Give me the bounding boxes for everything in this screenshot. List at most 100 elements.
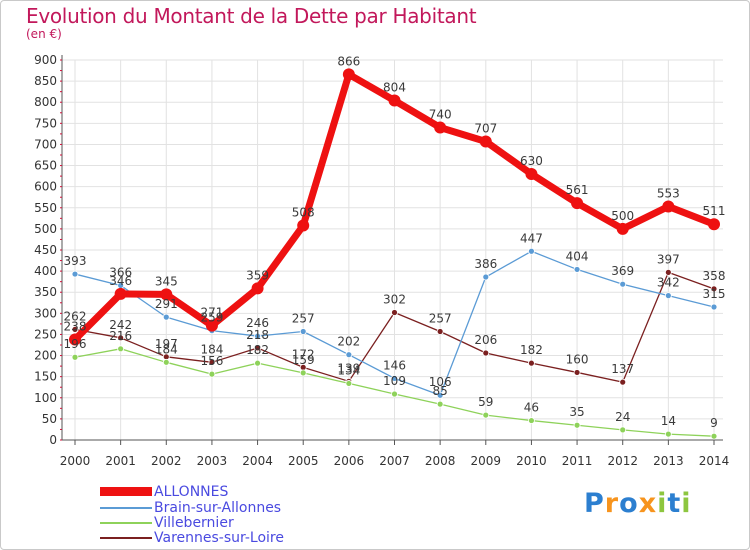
data-label-villebernier: 196 [64, 337, 87, 351]
legend-swatch-varennes-sur-loire [100, 537, 152, 539]
data-point-varennes-sur-loire [710, 285, 718, 293]
chart-title: Evolution du Montant de la Dette par Hab… [26, 4, 477, 28]
data-label-brain-sur-allonnes: 366 [109, 265, 132, 279]
data-label-varennes-sur-loire: 242 [109, 318, 132, 332]
x-tick-label: 2011 [562, 454, 593, 468]
data-point-allonnes [160, 288, 173, 301]
data-point-villebernier [436, 400, 444, 408]
data-label-varennes-sur-loire: 206 [474, 333, 497, 347]
data-point-varennes-sur-loire [71, 325, 79, 333]
data-point-brain-sur-allonnes [664, 292, 672, 300]
data-point-brain-sur-allonnes [710, 303, 718, 311]
data-label-brain-sur-allonnes: 291 [155, 297, 178, 311]
logo-letter: o [619, 488, 639, 519]
data-point-varennes-sur-loire [254, 344, 261, 352]
y-tick-label: 300 [34, 306, 57, 320]
legend-label-allonnes: ALLONNES [154, 484, 229, 500]
legend-label-villebernier: Villebernier [154, 515, 234, 531]
data-point-villebernier [71, 353, 79, 361]
data-label-brain-sur-allonnes: 106 [429, 375, 452, 389]
x-tick-label: 2007 [379, 454, 410, 468]
data-label-varennes-sur-loire: 302 [383, 292, 406, 306]
data-label-villebernier: 14 [661, 414, 676, 428]
data-label-allonnes: 630 [520, 154, 543, 168]
data-point-villebernier [528, 417, 535, 424]
data-point-allonnes [708, 218, 720, 231]
data-point-varennes-sur-loire [619, 378, 627, 386]
x-tick-label: 2013 [653, 454, 684, 468]
x-tick-label: 2005 [288, 454, 319, 468]
data-label-villebernier: 59 [478, 395, 493, 409]
data-label-allonnes: 500 [611, 209, 634, 223]
y-tick-label: 900 [34, 53, 57, 67]
data-label-brain-sur-allonnes: 202 [337, 335, 360, 349]
data-label-allonnes: 345 [155, 274, 178, 288]
data-point-allonnes [342, 68, 355, 81]
data-label-allonnes: 804 [383, 81, 406, 95]
data-label-brain-sur-allonnes: 146 [383, 358, 406, 372]
data-label-varennes-sur-loire: 172 [292, 347, 315, 361]
legend-swatch-brain-sur-allonnes [100, 507, 152, 509]
data-label-brain-sur-allonnes: 246 [246, 316, 269, 330]
data-label-allonnes: 511 [703, 204, 726, 218]
legend-label-varennes-sur-loire: Varennes-sur-Loire [154, 530, 284, 546]
data-label-brain-sur-allonnes: 315 [703, 287, 726, 301]
data-point-brain-sur-allonnes [254, 332, 261, 340]
y-tick-label: 650 [34, 159, 57, 173]
data-label-villebernier: 9 [710, 416, 718, 430]
data-label-brain-sur-allonnes: 257 [292, 311, 315, 325]
data-point-villebernier [254, 359, 261, 367]
y-tick-label: 50 [42, 412, 57, 426]
y-tick-label: 700 [34, 137, 57, 151]
data-label-villebernier: 182 [246, 343, 269, 357]
data-point-varennes-sur-loire [528, 359, 535, 367]
y-tick-label: 450 [34, 243, 57, 257]
data-label-varennes-sur-loire: 257 [429, 311, 452, 325]
data-point-varennes-sur-loire [117, 334, 125, 342]
y-tick-label: 750 [34, 116, 57, 130]
data-point-brain-sur-allonnes [345, 351, 353, 359]
x-tick-label: 2002 [151, 454, 182, 468]
data-point-villebernier [117, 345, 125, 353]
data-point-brain-sur-allonnes [528, 247, 535, 255]
data-point-villebernier [299, 369, 307, 377]
x-tick-label: 2004 [242, 454, 273, 468]
data-label-varennes-sur-loire: 184 [200, 342, 223, 356]
y-tick-label: 800 [34, 95, 57, 109]
x-tick-label: 2009 [471, 454, 502, 468]
y-tick-label: 500 [34, 222, 57, 236]
x-tick-label: 2006 [334, 454, 365, 468]
data-point-allonnes [434, 121, 447, 134]
data-point-varennes-sur-loire [664, 268, 672, 276]
data-label-varennes-sur-loire: 262 [64, 309, 87, 323]
data-point-allonnes [525, 168, 538, 180]
data-label-varennes-sur-loire: 139 [337, 361, 360, 375]
data-point-allonnes [388, 94, 401, 107]
data-point-allonnes [662, 200, 675, 213]
logo-letter: i [657, 488, 668, 519]
data-label-villebernier: 24 [615, 410, 630, 424]
data-label-villebernier: 159 [292, 353, 315, 367]
x-tick-label: 2003 [197, 454, 228, 468]
x-tick-label: 2012 [607, 454, 638, 468]
data-label-brain-sur-allonnes: 393 [64, 254, 87, 268]
legend-label-brain-sur-allonnes: Brain-sur-Allonnes [154, 500, 282, 516]
x-tick-label: 2000 [60, 454, 91, 468]
data-label-brain-sur-allonnes: 386 [474, 257, 497, 271]
data-label-allonnes: 866 [337, 54, 360, 68]
data-point-villebernier [482, 411, 490, 419]
data-label-brain-sur-allonnes: 447 [520, 231, 543, 245]
data-label-brain-sur-allonnes: 342 [657, 276, 680, 290]
data-point-allonnes [251, 282, 264, 295]
data-point-brain-sur-allonnes [391, 374, 398, 382]
x-tick-label: 2010 [516, 454, 547, 468]
data-point-brain-sur-allonnes [299, 328, 307, 335]
data-point-brain-sur-allonnes [573, 266, 581, 273]
data-label-villebernier: 156 [200, 354, 223, 368]
x-tick-label: 2001 [105, 454, 136, 468]
data-point-villebernier [664, 430, 672, 438]
data-label-varennes-sur-loire: 358 [703, 269, 726, 283]
data-label-allonnes: 508 [292, 206, 315, 220]
data-point-villebernier [162, 358, 170, 366]
